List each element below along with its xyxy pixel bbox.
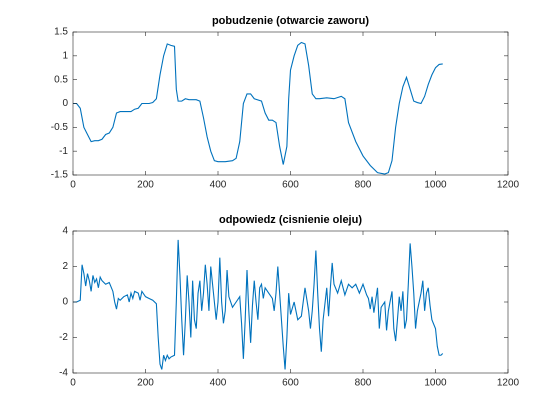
y-tick-label: -1 <box>59 146 68 157</box>
y-tick-label: 2 <box>62 261 68 272</box>
x-tick-label: 0 <box>70 378 76 389</box>
y-tick-label: -0.5 <box>51 122 69 133</box>
chart-title: pobudzenie (otwarcie zaworu) <box>212 15 369 27</box>
x-tick-label: 400 <box>210 180 227 191</box>
y-tick-label: 4 <box>62 226 68 237</box>
x-tick-label: 600 <box>282 378 299 389</box>
axes-background <box>73 231 508 373</box>
x-tick-label: 600 <box>282 180 299 191</box>
y-tick-label: 0 <box>62 297 68 308</box>
x-tick-label: 200 <box>137 180 154 191</box>
x-tick-label: 1200 <box>497 180 520 191</box>
x-tick-label: 800 <box>355 378 372 389</box>
data-line <box>73 41 443 175</box>
y-tick-label: -4 <box>59 368 68 379</box>
y-tick-label: 0 <box>62 98 68 109</box>
x-tick-label: 1000 <box>424 180 447 191</box>
x-tick-label: 200 <box>137 378 154 389</box>
x-tick-label: 1200 <box>497 378 520 389</box>
x-tick-label: 400 <box>210 378 227 389</box>
y-tick-label: -2 <box>59 332 68 343</box>
y-tick-label: 1.5 <box>54 27 68 38</box>
y-tick-label: -1.5 <box>51 170 69 181</box>
axes-background <box>73 32 508 175</box>
x-tick-label: 800 <box>355 180 372 191</box>
chart-title: odpowiedz (cisnienie oleju) <box>219 214 362 226</box>
x-tick-label: 1000 <box>424 378 447 389</box>
y-tick-label: 0.5 <box>54 74 68 85</box>
data-line <box>73 239 444 370</box>
x-tick-label: 0 <box>70 180 76 191</box>
y-tick-label: 1 <box>62 50 68 61</box>
